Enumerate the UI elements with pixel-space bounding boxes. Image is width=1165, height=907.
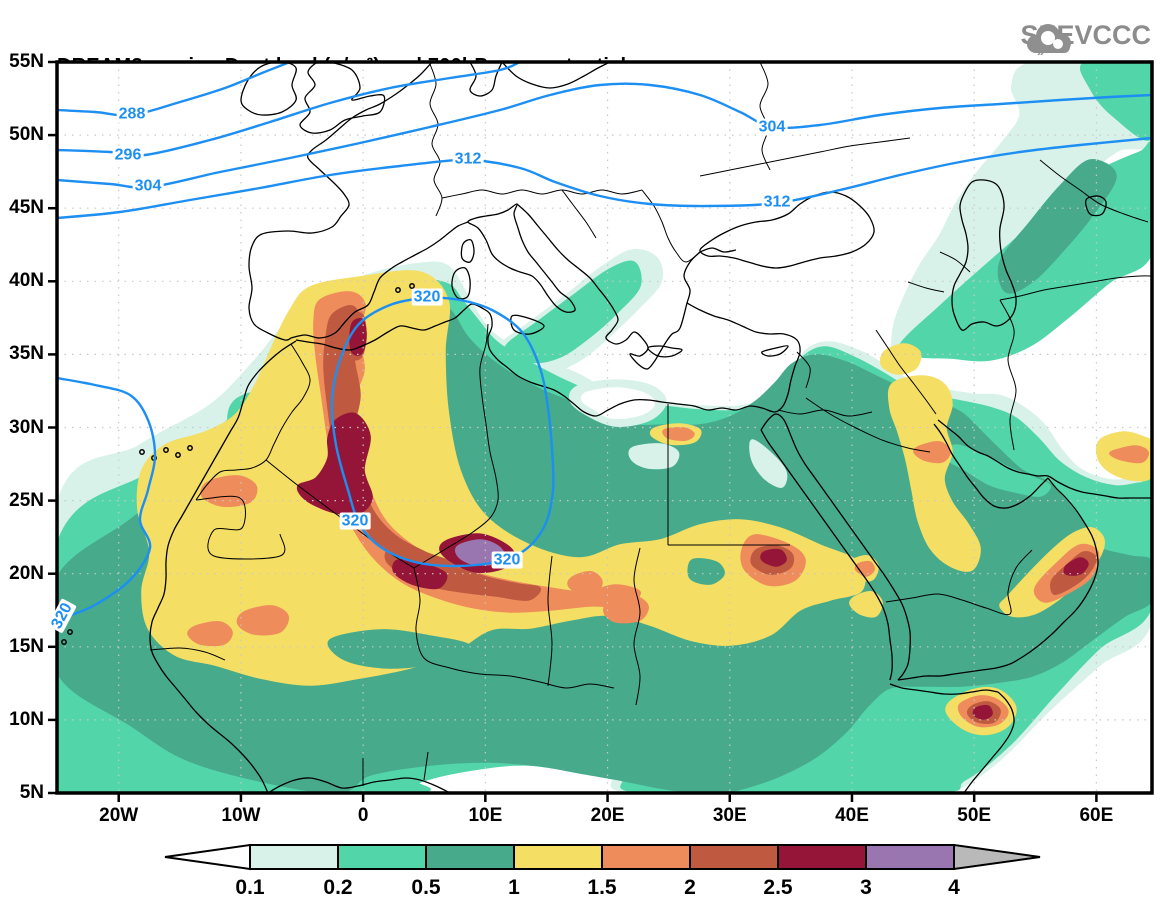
colorbar-label-1.5: 1.5 bbox=[587, 876, 617, 899]
dust-region-2.5 bbox=[1063, 557, 1089, 576]
dust-region-1.5 bbox=[913, 441, 951, 464]
cloud-icon: » bbox=[1027, 24, 1072, 59]
contour-label-288: 288 bbox=[116, 105, 148, 123]
lat-tick-label-55N: 55N bbox=[9, 51, 44, 72]
dust-region-1.5 bbox=[1109, 445, 1149, 464]
colorbar-label-2.5: 2.5 bbox=[763, 876, 793, 899]
colorbar-label-3: 3 bbox=[860, 876, 872, 899]
lon-tick-label-0: 0 bbox=[357, 805, 369, 826]
lat-tick-label-40N: 40N bbox=[9, 270, 44, 292]
dust-region-1.5 bbox=[854, 560, 875, 577]
dust-region-0.1 bbox=[628, 443, 680, 470]
lon-tick-label-40E: 40E bbox=[835, 805, 869, 826]
colorbar bbox=[164, 843, 1041, 871]
lat-tick-label-35N: 35N bbox=[9, 343, 44, 365]
dust-region-2.5 bbox=[760, 548, 787, 567]
lon-tick-label-60E: 60E bbox=[1079, 805, 1114, 826]
lon-tick-label-10E: 10E bbox=[468, 805, 503, 826]
dust-region-1.5 bbox=[567, 571, 603, 596]
contour-label-320: 320 bbox=[491, 551, 523, 569]
dust-region-1.5 bbox=[662, 427, 695, 441]
lon-tick-label-20E: 20E bbox=[590, 805, 625, 826]
coastlines-layer bbox=[59, 62, 1152, 793]
lat-tick-label-45N: 45N bbox=[9, 197, 44, 219]
lon-tick-label-20W: 20W bbox=[99, 805, 139, 826]
lat-tick-label-25N: 25N bbox=[9, 489, 44, 511]
contour-label-320: 320 bbox=[339, 512, 371, 530]
contour-label-304: 304 bbox=[132, 177, 164, 195]
colorbar-label-2: 2 bbox=[684, 876, 696, 899]
axis-ticks bbox=[48, 60, 1098, 802]
dust-region-1.5 bbox=[200, 475, 258, 508]
colorbar-label-4: 4 bbox=[948, 876, 960, 899]
seevccc-logo: » SEEVCCC bbox=[1020, 20, 1151, 59]
dust-region-white bbox=[581, 387, 655, 420]
lat-tick-label-50N: 50N bbox=[9, 124, 44, 146]
contour-label-320: 320 bbox=[411, 288, 443, 306]
contour-label-312: 312 bbox=[452, 150, 484, 168]
dust-region-0.5 bbox=[327, 629, 471, 669]
lat-tick-label-10N: 10N bbox=[9, 708, 44, 730]
colorbar-label-0.5: 0.5 bbox=[411, 876, 441, 899]
lon-tick-label-50E: 50E bbox=[957, 805, 992, 826]
colorbar-label-1: 1 bbox=[508, 876, 520, 899]
colorbar-label-0.1: 0.1 bbox=[235, 876, 265, 899]
contour-label-304: 304 bbox=[756, 118, 788, 136]
dust-region-2.5 bbox=[296, 412, 373, 516]
lat-tick-label-30N: 30N bbox=[9, 416, 44, 438]
map-inner bbox=[57, 62, 1152, 793]
dust-region-1.5 bbox=[603, 595, 649, 624]
dust-region-2.5 bbox=[972, 704, 993, 720]
dust-region-1.5 bbox=[236, 605, 290, 636]
lat-tick-label-20N: 20N bbox=[9, 562, 44, 584]
dust-region-1 bbox=[849, 591, 883, 618]
dust-region-0.5 bbox=[997, 159, 1117, 294]
lon-tick-label-10W: 10W bbox=[221, 805, 261, 826]
lat-tick-label-15N: 15N bbox=[9, 635, 44, 657]
dust-region-1 bbox=[887, 375, 981, 572]
lon-tick-label-30E: 30E bbox=[712, 805, 747, 826]
dust-region-0.5 bbox=[687, 558, 725, 585]
dust-region-0.1 bbox=[749, 439, 788, 488]
graticule bbox=[57, 62, 1152, 793]
dust-region-1.5 bbox=[187, 621, 233, 647]
contour-label-296: 296 bbox=[112, 146, 144, 164]
contour-label-312: 312 bbox=[761, 193, 793, 211]
lat-tick-label-5N: 5N bbox=[19, 782, 44, 803]
colorbar-label-0.2: 0.2 bbox=[323, 876, 353, 899]
svg-text:»: » bbox=[1037, 44, 1044, 59]
